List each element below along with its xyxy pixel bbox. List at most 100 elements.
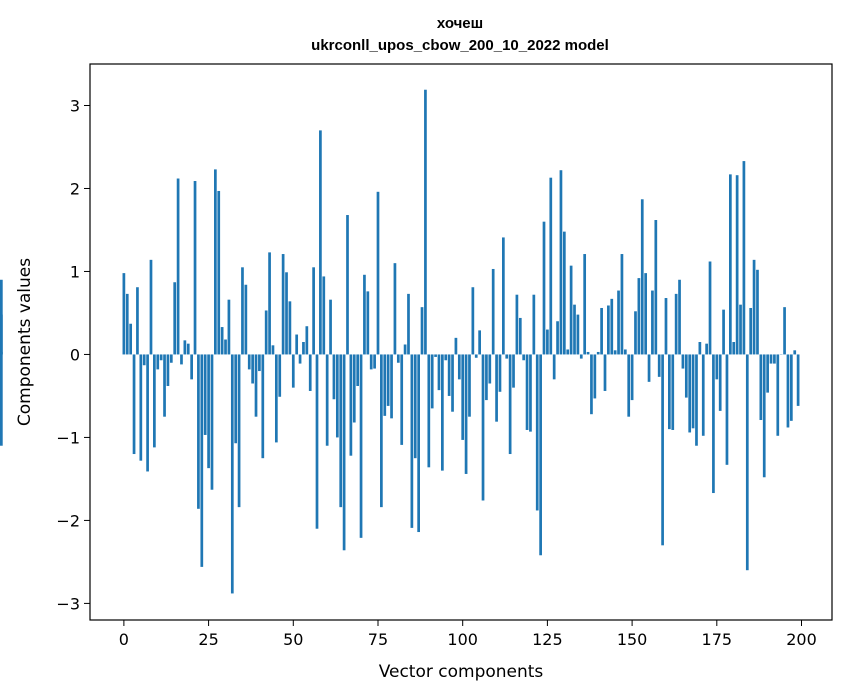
- bar-49: [288, 301, 292, 355]
- bar-137: [586, 351, 590, 355]
- bar-4: [136, 287, 139, 355]
- bar-73: [369, 354, 373, 370]
- bar-133: [573, 304, 576, 355]
- bar-155: [647, 354, 651, 382]
- bar-70: [359, 354, 363, 538]
- bar-151: [634, 311, 637, 355]
- bar-41: [261, 354, 265, 459]
- bar-179: [729, 174, 732, 355]
- bar-195: [783, 307, 786, 355]
- bar-111: [498, 354, 502, 392]
- bar-92: [434, 354, 437, 357]
- bar-85: [410, 354, 414, 528]
- bar-83: [403, 344, 407, 355]
- bar-14: [169, 354, 173, 363]
- bar-123: [539, 354, 542, 556]
- bar-40: [258, 354, 261, 372]
- bar-63: [335, 354, 339, 438]
- bar-15: [173, 282, 177, 355]
- bar-11: [159, 354, 163, 361]
- bar-undefined: [0, 351, 3, 355]
- bar-122: [535, 354, 539, 511]
- bar-168: [691, 354, 695, 429]
- bar-135: [579, 354, 583, 359]
- bar-59: [322, 276, 326, 355]
- bar-20: [190, 354, 193, 380]
- bar-165: [681, 354, 685, 369]
- bar-178: [725, 354, 729, 465]
- bar-107: [485, 354, 488, 401]
- bar-96: [447, 354, 451, 396]
- bar-74: [373, 354, 376, 369]
- bar-undefined: [0, 354, 3, 446]
- bar-37: [247, 354, 251, 370]
- y-tick-label: 0: [70, 345, 80, 364]
- bar-44: [271, 345, 275, 355]
- bar-75: [376, 191, 380, 355]
- bar-53: [302, 342, 305, 355]
- bar-180: [732, 342, 736, 355]
- bar-136: [583, 254, 587, 355]
- bar-163: [674, 293, 678, 355]
- bar-5: [139, 354, 143, 461]
- bar-71: [363, 274, 366, 355]
- bar-199: [796, 354, 800, 406]
- bar-192: [773, 354, 776, 364]
- bar-159: [661, 354, 664, 546]
- bar-124: [542, 221, 546, 355]
- bar-166: [684, 354, 688, 398]
- bar-93: [437, 354, 441, 391]
- bar-24: [203, 354, 207, 435]
- y-tick-label: 1: [70, 262, 80, 281]
- bar-65: [342, 354, 346, 551]
- bar-153: [640, 199, 644, 355]
- bar-17: [180, 354, 183, 365]
- bar-144: [610, 298, 614, 355]
- bar-30: [224, 339, 227, 355]
- bar-149: [627, 354, 631, 417]
- bar-175: [715, 354, 719, 380]
- bar-22: [197, 354, 200, 509]
- bar-171: [701, 354, 705, 436]
- y-tick-label: −2: [56, 511, 80, 530]
- x-tick-label: 175: [702, 630, 733, 649]
- bar-25: [207, 354, 210, 469]
- y-axis-label: Components values: [15, 258, 35, 426]
- bar-84: [407, 293, 410, 355]
- bar-89: [424, 89, 427, 355]
- bar-94: [441, 354, 444, 471]
- bar-103: [471, 287, 475, 355]
- bar-146: [617, 290, 620, 355]
- bar-47: [281, 254, 285, 355]
- bar-147: [620, 254, 624, 355]
- bar-52: [298, 354, 302, 364]
- bar-184: [745, 354, 749, 571]
- bar-81: [396, 354, 400, 363]
- y-axis: −3 −2 −1 0 1 2 3: [56, 96, 90, 613]
- bar-193: [776, 354, 780, 436]
- bar-113: [505, 354, 509, 359]
- bar-82: [400, 354, 404, 445]
- bar-105: [478, 330, 481, 355]
- bar-106: [481, 354, 485, 501]
- bar-42: [264, 310, 268, 355]
- bar-110: [495, 354, 498, 422]
- x-tick-label: 200: [786, 630, 817, 649]
- bar-48: [285, 272, 288, 355]
- bar-117: [518, 317, 522, 355]
- bar-55: [308, 354, 312, 391]
- bar-6: [142, 354, 146, 366]
- bar-164: [678, 279, 681, 355]
- bar-0: [122, 273, 126, 355]
- bar-43: [268, 252, 271, 355]
- bar-undefined: [0, 314, 3, 355]
- bar-198: [793, 350, 797, 355]
- bar-115: [512, 354, 515, 388]
- bar-134: [576, 314, 580, 355]
- bar-64: [339, 354, 343, 508]
- bar-197: [789, 354, 793, 421]
- bar-72: [366, 291, 370, 355]
- bar-182: [739, 304, 742, 355]
- bar-162: [671, 354, 675, 430]
- bar-45: [274, 354, 278, 443]
